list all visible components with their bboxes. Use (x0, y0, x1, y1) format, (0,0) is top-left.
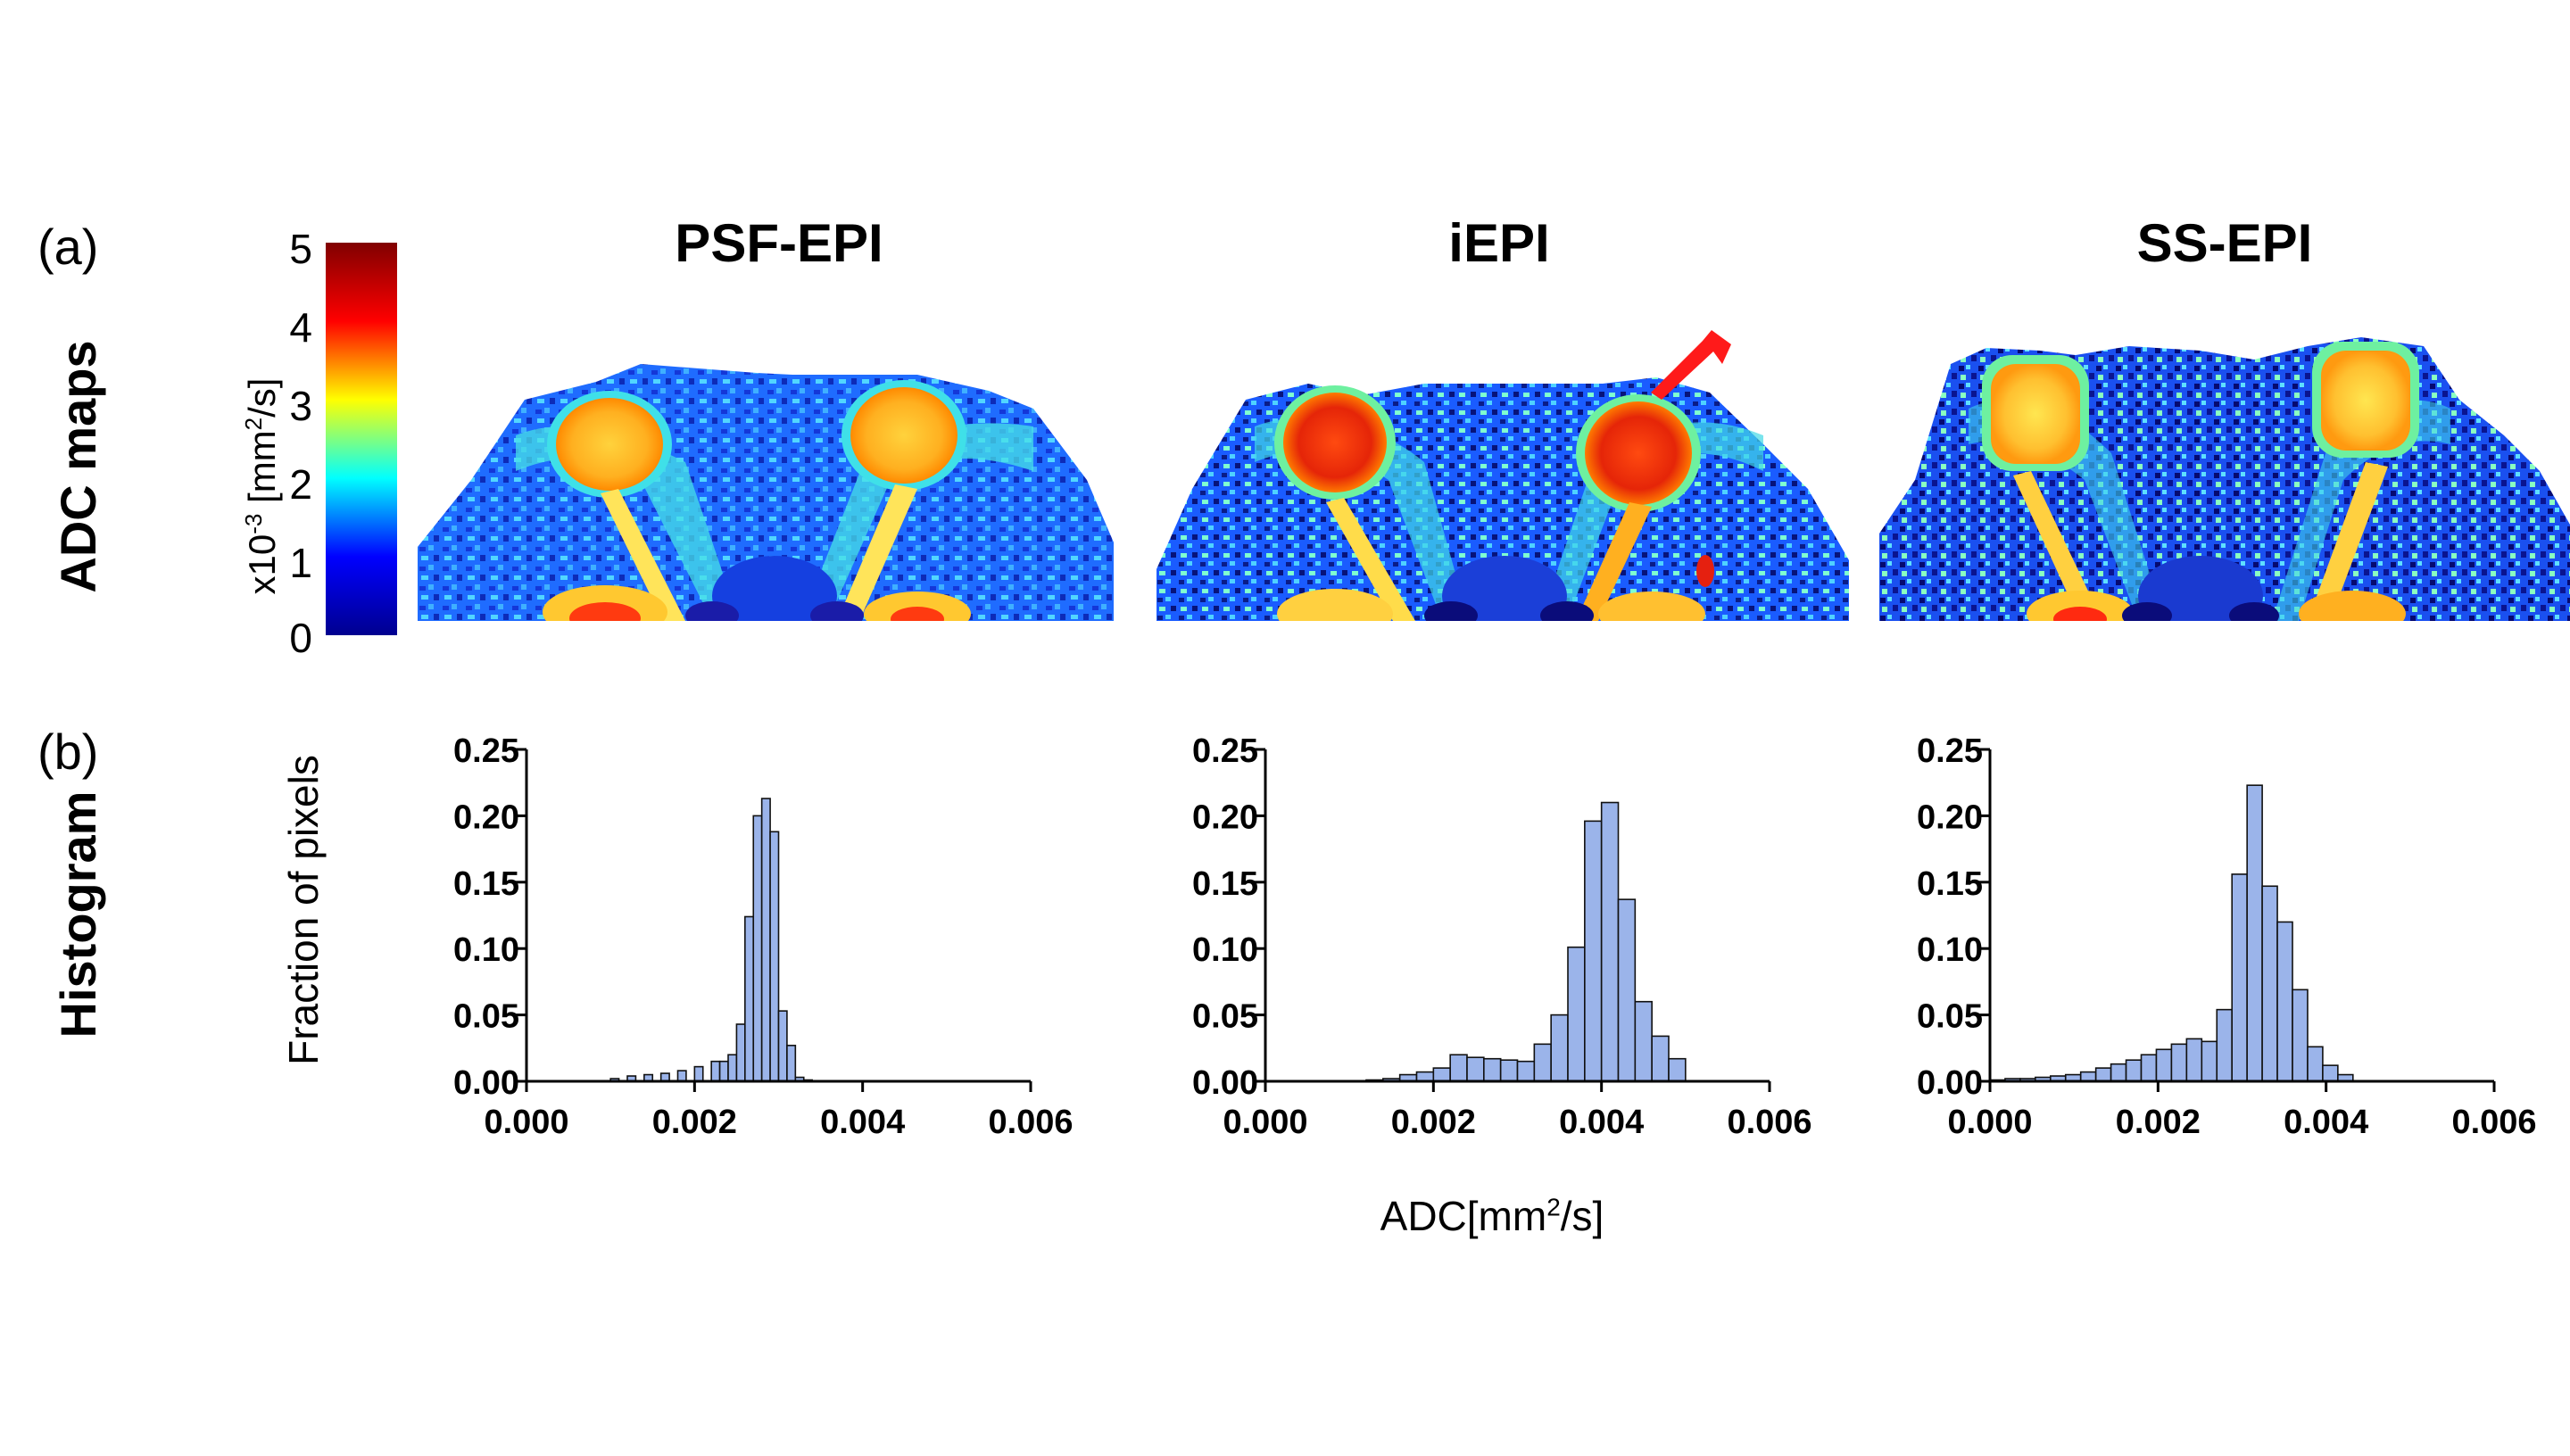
y-tick-label: 0.10 (1917, 931, 1983, 969)
y-tick-label: 0.20 (1917, 798, 1983, 836)
x-tick-label: 0.004 (2284, 1104, 2368, 1141)
histogram-bar (1600, 801, 1620, 1082)
histogram-bar (744, 915, 755, 1082)
histogram-bar (2276, 921, 2293, 1082)
x-tick-label: 0.000 (1947, 1104, 2032, 1141)
histogram-bar (1668, 1057, 1687, 1082)
histogram-bar (735, 1023, 746, 1082)
histogram-ss-epi: 0.00 0.05 0.10 0.15 0.20 0.25 0.000 0.002 0.004 0… (1917, 732, 2537, 1141)
histogram-bar (1449, 1054, 1468, 1082)
histogram-y-axis-label: Fraction of pixels (280, 755, 327, 1065)
y-tick-label: 0.25 (1192, 732, 1258, 770)
colorbar-tick-2: 2 (289, 461, 312, 508)
column-title-ss-epi: SS-EPI (2136, 213, 2313, 273)
adc-map-psf-epi (418, 364, 1114, 621)
histogram-bar (2216, 1008, 2234, 1082)
histogram-bar (1584, 820, 1603, 1082)
histogram-bar (2246, 784, 2263, 1082)
histogram-bar (693, 1065, 704, 1082)
x-tick-label: 0.002 (2116, 1104, 2201, 1141)
histogram-bar (2155, 1048, 2173, 1082)
histogram-bar (1634, 1000, 1653, 1082)
histogram-psf-epi: 0.00 0.05 0.10 0.15 0.20 0.25 0.000 0.002 0.004 0… (453, 732, 1074, 1141)
histogram-bar (777, 1010, 788, 1082)
histogram-bar (2231, 873, 2248, 1082)
histogram-bar (2322, 1064, 2339, 1082)
y-tick-label: 0.25 (1917, 732, 1983, 770)
y-tick-label: 0.00 (453, 1064, 519, 1102)
x-tick-label: 0.000 (484, 1104, 568, 1141)
x-tick-label: 0.006 (1727, 1104, 1811, 1141)
y-tick-label: 0.15 (1192, 865, 1258, 903)
colorbar-tick-1: 1 (289, 540, 312, 586)
x-tick-label: 0.002 (652, 1104, 737, 1141)
histogram-bar (2170, 1043, 2188, 1082)
colorbar-tick-3: 3 (289, 383, 312, 429)
histogram-bar (2292, 989, 2309, 1082)
colorbar-tick-4: 4 (289, 304, 312, 351)
y-tick-label: 0.15 (453, 865, 519, 903)
histogram-bar (1466, 1056, 1485, 1082)
y-tick-label: 0.10 (453, 931, 519, 969)
histogram-bar (1567, 946, 1586, 1082)
histogram-bar (676, 1070, 687, 1082)
colorbar-tick-5: 5 (289, 226, 312, 272)
histogram-bar (1516, 1060, 1536, 1082)
histogram-bar (2307, 1046, 2324, 1082)
x-tick-label: 0.000 (1223, 1104, 1307, 1141)
y-tick-label: 0.05 (1192, 998, 1258, 1036)
histogram-bar (786, 1045, 797, 1082)
histogram-bar (2140, 1054, 2158, 1082)
histogram-bar (2125, 1059, 2143, 1082)
panel-label-b: (b) (37, 724, 99, 780)
annotation-arrow (1651, 330, 1731, 400)
histogram-bar (752, 815, 763, 1082)
histogram-bar (760, 798, 771, 1082)
adc-map-iepi (1156, 377, 1849, 621)
colorbar-unit: x10-3 [mm2/s] (240, 377, 283, 595)
x-tick-label: 0.004 (1559, 1104, 1644, 1141)
histogram-bar (1499, 1059, 1519, 1082)
y-tick-label: 0.20 (453, 798, 519, 836)
x-tick-label: 0.006 (2451, 1104, 2536, 1141)
y-tick-label: 0.05 (1917, 998, 1983, 1036)
row-title-histogram: Histogram (50, 790, 106, 1038)
histogram-bar (710, 1060, 721, 1082)
histogram-bar (769, 831, 780, 1082)
shared-x-axis-label: ADC[mm2/s] (1380, 1193, 1604, 1239)
x-tick-label: 0.006 (988, 1104, 1073, 1141)
histogram-bar (2261, 885, 2278, 1082)
colorbar-tick-0: 0 (289, 615, 312, 661)
histogram-bar (1550, 1013, 1569, 1082)
column-title-psf-epi: PSF-EPI (675, 213, 883, 273)
histogram-bar (1533, 1043, 1552, 1082)
y-tick-label: 0.00 (1192, 1064, 1258, 1102)
histogram-bar (1617, 898, 1637, 1082)
x-tick-label: 0.004 (820, 1104, 905, 1141)
histogram-bar (727, 1054, 738, 1082)
y-tick-label: 0.05 (453, 998, 519, 1036)
histogram-bar (1483, 1057, 1502, 1082)
histogram-bar (2110, 1063, 2127, 1082)
histogram-bar (2185, 1038, 2203, 1082)
histogram-iepi: 0.00 0.05 0.10 0.15 0.20 0.25 0.000 0.002 0.004 0… (1192, 732, 1812, 1141)
adc-map-ss-epi (1879, 337, 2570, 621)
histogram-bar (2094, 1067, 2112, 1082)
histogram-bar (1415, 1071, 1435, 1082)
y-tick-label: 0.00 (1917, 1064, 1983, 1102)
colorbar (326, 243, 397, 635)
y-tick-label: 0.25 (453, 732, 519, 770)
x-tick-label: 0.002 (1391, 1104, 1476, 1141)
histogram-bar (1432, 1067, 1451, 1082)
y-tick-label: 0.10 (1192, 931, 1258, 969)
column-title-iepi: iEPI (1448, 213, 1550, 273)
histogram-bar (2201, 1040, 2218, 1082)
y-tick-label: 0.20 (1192, 798, 1258, 836)
panel-label-a: (a) (37, 219, 99, 275)
histogram-bar (2079, 1071, 2097, 1082)
histogram-bar (718, 1060, 729, 1082)
row-title-adc-maps: ADC maps (50, 340, 106, 593)
y-tick-label: 0.15 (1917, 865, 1983, 903)
histogram-bar (1651, 1035, 1670, 1082)
